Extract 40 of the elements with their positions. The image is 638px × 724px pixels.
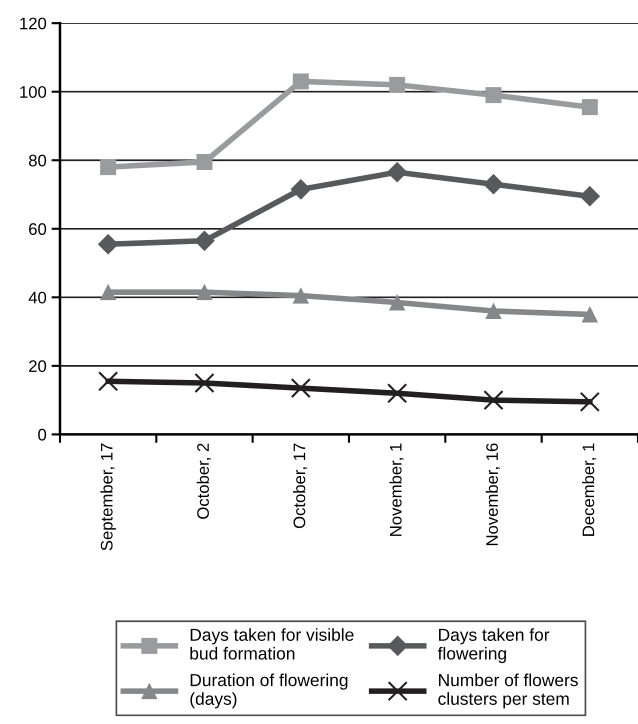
point [483, 174, 504, 194]
legend-label: Number of flowers clusters per stem [438, 673, 578, 708]
point [483, 390, 504, 410]
x-tick-label: September, 17 [100, 444, 116, 550]
point [386, 162, 408, 182]
point [194, 372, 215, 394]
point [290, 179, 311, 200]
point [389, 294, 406, 310]
point [292, 73, 309, 90]
point [196, 154, 212, 170]
point [582, 306, 598, 322]
legend-label: Days taken for visible bud formation [190, 628, 354, 660]
point [389, 76, 406, 93]
point [98, 234, 118, 254]
point [387, 383, 408, 404]
x-tick-label: October, 2 [196, 444, 211, 519]
point [290, 378, 311, 398]
point [582, 99, 598, 116]
point [196, 284, 212, 300]
x-tick-label: November, 1 [389, 444, 404, 536]
y-tick-label: 120 [20, 18, 46, 30]
legend-label: Days taken for flowering [438, 628, 550, 664]
point [486, 303, 502, 320]
x-tick-label: November, 16 [486, 443, 500, 546]
point [98, 371, 118, 392]
y-tick-label: 0 [38, 428, 46, 441]
x-tick-label: December, 1 [582, 444, 596, 536]
y-tick-label: 60 [29, 223, 46, 235]
point [580, 392, 600, 412]
point [580, 186, 600, 206]
point [100, 159, 116, 176]
point [100, 284, 116, 300]
x-tick-label: October, 17 [293, 444, 308, 528]
y-tick-label: 80 [28, 154, 46, 166]
legend-label: Duration of flowering (days) [190, 673, 348, 708]
point [486, 87, 502, 104]
y-tick-label: 40 [28, 292, 46, 304]
y-tick-label: 20 [29, 360, 46, 372]
y-tick-label: 100 [20, 86, 46, 98]
point [292, 288, 309, 304]
